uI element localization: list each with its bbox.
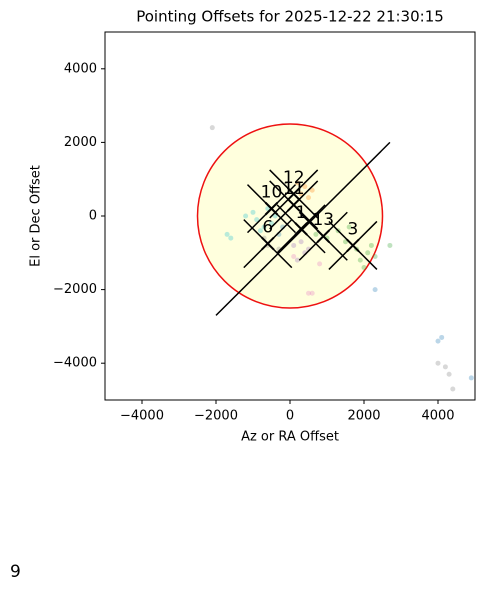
scatter-point <box>250 209 256 215</box>
marker-x <box>316 229 331 243</box>
scatter-point <box>306 290 311 296</box>
x-tick-label: 4000 <box>421 409 454 424</box>
scatter-point <box>298 239 304 245</box>
scatter-point <box>224 231 230 237</box>
scatter-point <box>228 235 234 241</box>
y-tick-label: 2000 <box>64 135 97 150</box>
marker-label: 13 <box>312 210 334 230</box>
y-axis-label: El or Dec Offset <box>29 165 44 267</box>
marker-label: 11 <box>283 179 305 199</box>
scatter-point <box>294 180 300 186</box>
scatter-point <box>313 231 319 237</box>
footer-number: 9 <box>10 562 21 582</box>
scatter-point <box>254 217 260 223</box>
scatter-point <box>257 228 263 234</box>
scatter-point <box>446 371 452 377</box>
scatter-point <box>361 265 367 271</box>
marker-x <box>346 238 360 253</box>
scatter-point <box>442 364 448 370</box>
marker-x <box>264 201 279 216</box>
scatter-point <box>357 257 363 263</box>
marker-x <box>286 187 301 201</box>
y-tick-label: −4000 <box>53 356 97 371</box>
scatter-point <box>306 195 311 201</box>
scatter-point <box>439 334 445 340</box>
scatter-point <box>298 191 304 197</box>
marker-x <box>294 222 308 236</box>
x-tick-label: 2000 <box>347 409 380 424</box>
marker-label: 12 <box>283 168 305 188</box>
target-circle <box>196 123 384 309</box>
scatter-point <box>346 224 352 230</box>
x-tick-label: −4000 <box>120 409 164 424</box>
scatter-point <box>450 386 456 392</box>
scatter-point <box>269 220 274 226</box>
scatter-point <box>387 242 393 248</box>
marker-label: 6 <box>262 218 273 238</box>
x-tick-label: 0 <box>286 409 294 424</box>
marker-label: 10 <box>261 183 283 203</box>
y-tick-label: −2000 <box>53 282 97 297</box>
scatter-point <box>365 250 371 256</box>
scatter-point <box>302 184 308 190</box>
chart-title: Pointing Offsets for 2025-12-22 21:30:15 <box>136 8 444 26</box>
scatter-point <box>309 187 315 193</box>
scatter-point <box>294 257 300 263</box>
scatter-point <box>435 338 441 344</box>
x-axis-label: Az or RA Offset <box>241 430 339 445</box>
x-tick-label: −2000 <box>194 409 238 424</box>
scatter-point <box>435 360 441 366</box>
scatter-point <box>243 213 249 219</box>
scatter-point <box>372 253 378 259</box>
y-tick-label: 4000 <box>64 61 97 76</box>
scatter-point <box>261 224 267 230</box>
scatter-point <box>309 290 315 296</box>
scatter-point <box>468 375 474 381</box>
marker-label: 3 <box>347 219 358 239</box>
scatter-point <box>317 261 323 267</box>
scatter-point <box>368 242 374 248</box>
scatter-point <box>291 242 297 248</box>
scatter-point <box>209 125 215 131</box>
marker-x <box>286 198 301 212</box>
scatter-point <box>291 253 297 259</box>
scatter-point <box>372 287 378 293</box>
y-tick-label: 0 <box>89 209 97 224</box>
marker-x <box>261 236 275 251</box>
fit-line <box>215 141 391 316</box>
